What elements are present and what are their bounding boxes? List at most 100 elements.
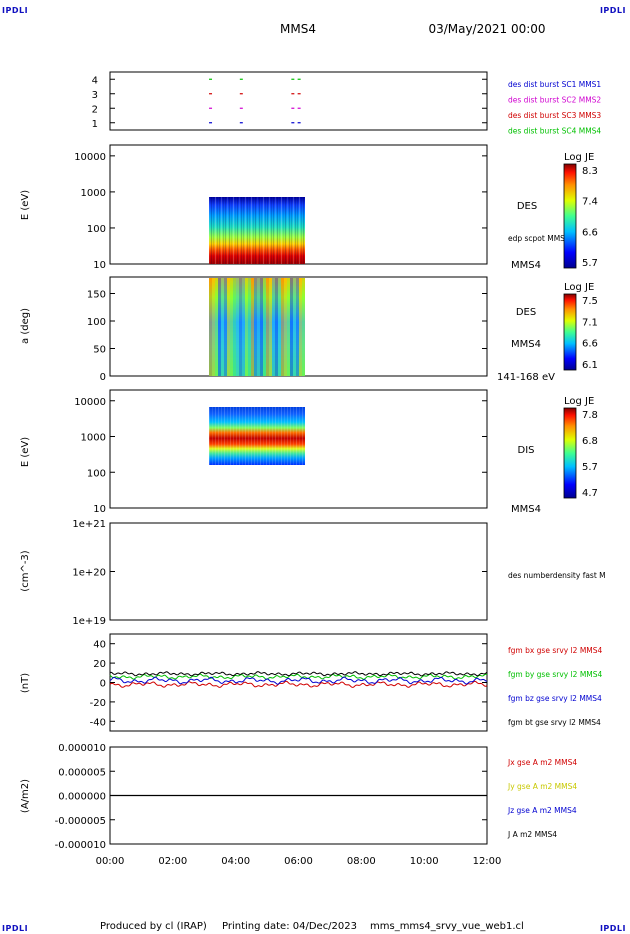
spectrogram-column — [287, 407, 288, 465]
spectrogram-column — [257, 407, 258, 465]
colorbar — [563, 163, 577, 269]
footer-produced-by: Produced by cl (IRAP) — [100, 921, 207, 932]
pitch-angle-column — [257, 278, 260, 376]
pitch-angle-column — [254, 278, 257, 376]
panel-frame — [109, 522, 488, 621]
bfield-legend-entry: fgm bt gse srvy l2 MMS4 — [508, 718, 601, 727]
time-tick-label: 06:00 — [284, 856, 313, 867]
pitch-angle-column — [248, 278, 251, 376]
spectrogram-column — [287, 197, 288, 264]
spectrogram-column — [303, 197, 304, 264]
y-tick-label: 10 — [93, 504, 106, 515]
pitch-angle-column — [242, 278, 245, 376]
colorbar-tick-label: 7.8 — [582, 410, 598, 421]
des-pitch-sc-label: MMS4 — [511, 339, 541, 350]
burst-legend-entry: des dist burst SC2 MMS2 — [508, 96, 601, 105]
spectrogram-column — [273, 197, 274, 264]
spectrogram-column — [290, 407, 291, 465]
bfield-series-line — [109, 673, 488, 680]
pitch-angle-column — [278, 278, 281, 376]
time-tick-label: 10:00 — [410, 856, 439, 867]
spectrogram-column — [299, 407, 300, 465]
spectrogram-column — [221, 407, 222, 465]
bfield-legend-entry: fgm bx gse srvy l2 MMS4 — [508, 646, 603, 655]
colorbar-tick-label: 4.7 — [582, 488, 598, 499]
spectrogram-column — [215, 197, 216, 264]
pitch-angle-column — [227, 278, 230, 376]
pitch-angle-column — [218, 278, 221, 376]
dis-energy-ylabel: E (eV) — [20, 437, 31, 467]
pitch-angle-column — [236, 278, 239, 376]
y-tick-label: 4 — [92, 75, 98, 86]
footer-printing-date: Printing date: 04/Dec/2023 — [222, 921, 357, 932]
time-tick-label: 00:00 — [96, 856, 125, 867]
spectrogram-column — [302, 407, 303, 465]
burst-legend-entry: des dist burst SC4 MMS4 — [508, 127, 601, 136]
panel-current-density: 0.000010 0.000005 0.000000 -0.000005 -0.0000… — [20, 743, 577, 851]
spectrogram-column — [301, 197, 302, 264]
pitch-angle-column — [269, 278, 272, 376]
bfield-ylabel: (nT) — [20, 673, 31, 693]
spectrogram-column — [230, 407, 231, 465]
bfield-legend-entry: fgm bz gse srvy l2 MMS4 — [508, 694, 602, 703]
time-tick-label: 04:00 — [221, 856, 250, 867]
spectrogram-column — [293, 407, 294, 465]
burst-legend-entry: des dist burst SC1 MMS1 — [508, 80, 601, 89]
burst-legend-entry: des dist burst SC3 MMS3 — [508, 111, 601, 120]
pitch-angle-column — [260, 278, 263, 376]
y-tick-label: 50 — [93, 345, 106, 356]
y-tick-label: 1e+20 — [72, 568, 106, 579]
pitch-angle-column — [287, 278, 290, 376]
pitch-angle-column — [302, 278, 305, 376]
spectrogram-column — [255, 197, 256, 264]
colorbar-title: Log JE — [564, 282, 594, 293]
spectrogram-column — [249, 197, 250, 264]
header-datetime: 03/May/2021 00:00 — [428, 22, 545, 36]
y-tick-label: 3 — [92, 90, 98, 101]
spectrogram-column — [237, 197, 238, 264]
spectrogram-column — [260, 407, 261, 465]
y-tick-label: 2 — [92, 104, 98, 115]
colorbar — [563, 293, 577, 371]
panel-burst-availability: 1 2 3 4 des dist burst SC1 MMS1 des dist bur… — [92, 71, 601, 136]
y-tick-label: 10000 — [74, 152, 106, 163]
bfield-series-line — [109, 676, 488, 685]
dis-side-label: DIS — [518, 445, 535, 456]
spectrogram-column — [281, 197, 282, 264]
spectrogram-column — [253, 197, 254, 264]
spectrogram-column — [209, 407, 210, 465]
spectrogram-column — [225, 197, 226, 264]
panel-frame — [109, 389, 488, 509]
current-ylabel: (A/m2) — [20, 779, 31, 813]
colorbar-title: Log JE — [564, 396, 594, 407]
spectrogram-column — [247, 197, 248, 264]
spectrogram-column — [217, 197, 218, 264]
pitch-angle-column — [215, 278, 218, 376]
panel-des-pitch-angle: 0 50 100 150 a (deg) DES MMS4 141-168 eV Lo… — [20, 276, 598, 383]
pitch-angle-column — [230, 278, 233, 376]
spectrogram-column — [259, 197, 260, 264]
spectrogram-column — [236, 407, 237, 465]
y-tick-label: -0.000005 — [55, 816, 106, 827]
spectrogram-column — [233, 197, 234, 264]
spectrogram-column — [291, 197, 292, 264]
spectrogram-column — [265, 197, 266, 264]
spectrogram-column — [241, 197, 242, 264]
colorbar-tick-label: 6.6 — [582, 227, 598, 238]
spectrogram-column — [285, 197, 286, 264]
spectrogram-column — [296, 407, 297, 465]
spectrogram-column — [295, 197, 296, 264]
y-tick-label: -40 — [90, 717, 106, 728]
y-tick-label: 100 — [87, 224, 106, 235]
spectrogram-column — [266, 407, 267, 465]
spectrogram-column — [271, 197, 272, 264]
colorbar-title: Log JE — [564, 152, 594, 163]
spectrogram-column — [211, 197, 212, 264]
pitch-angle-column — [299, 278, 302, 376]
colorbar-tick-label: 6.8 — [582, 436, 598, 447]
current-legend-entry: Jx gse A m2 MMS4 — [507, 758, 577, 767]
pitch-angle-column — [266, 278, 269, 376]
y-tick-label: 0.000010 — [58, 743, 106, 754]
